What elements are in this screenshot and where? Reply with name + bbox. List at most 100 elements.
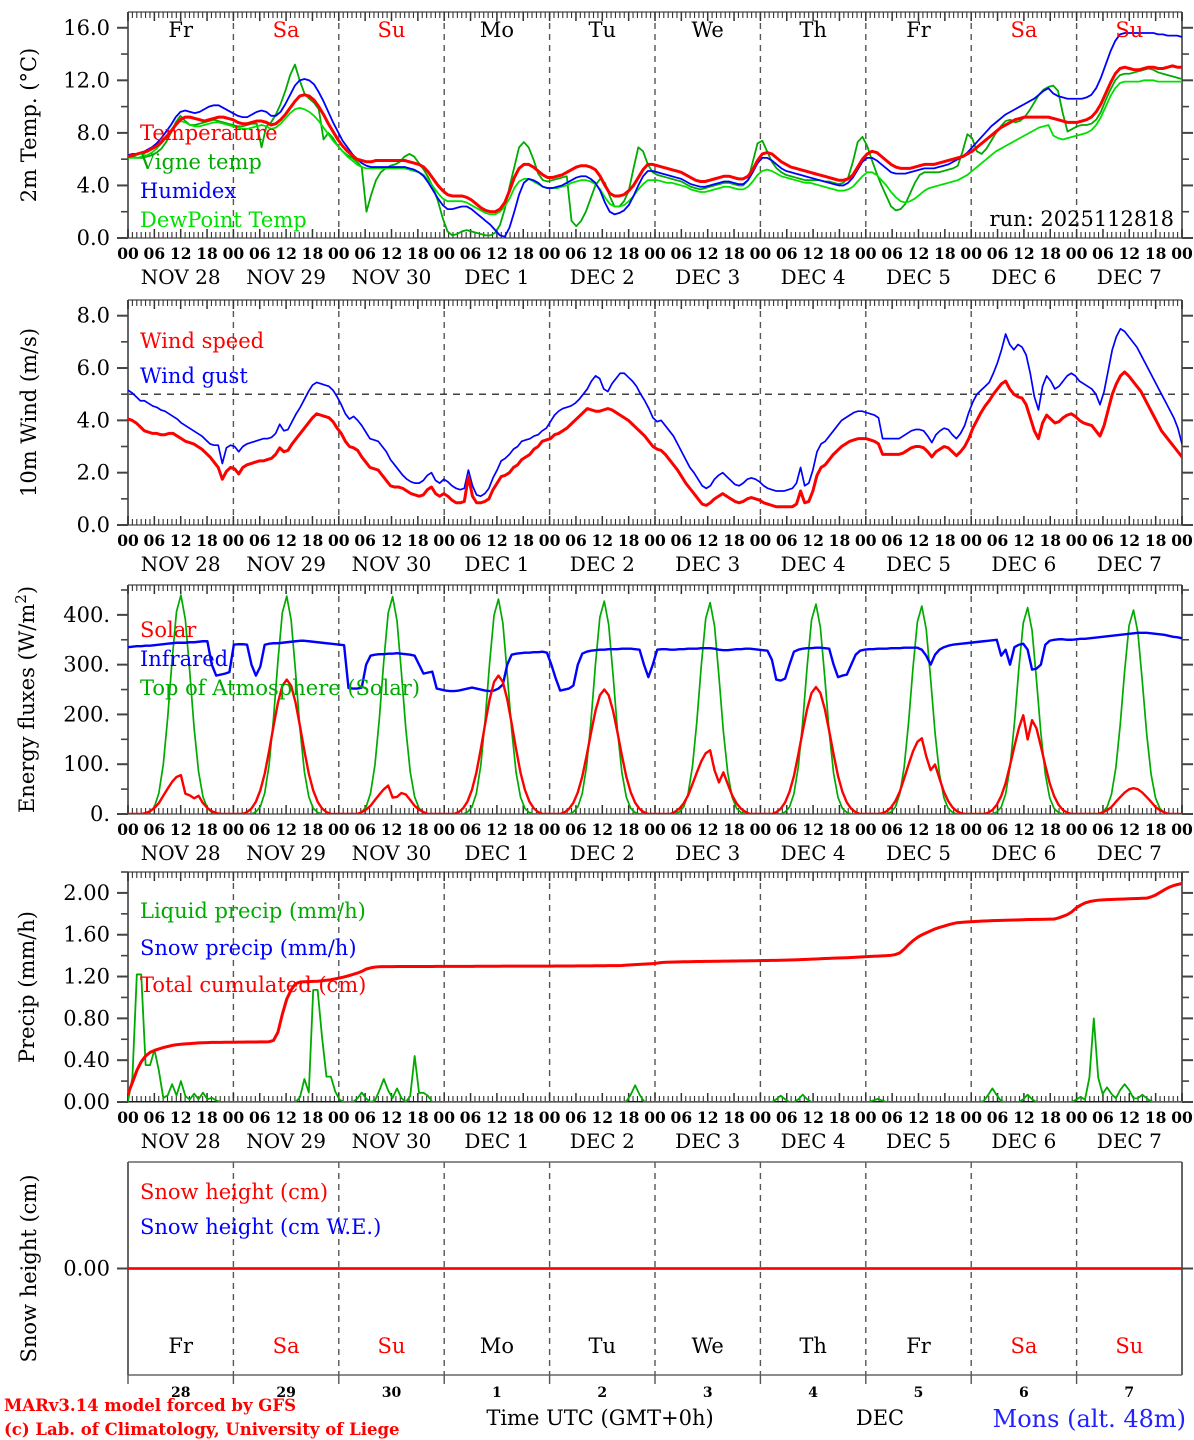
- hour-label: 18: [1145, 531, 1167, 550]
- hour-label: 00: [750, 1108, 772, 1127]
- day-of-week-tu-4: Tu: [589, 18, 617, 42]
- hour-label: 18: [1039, 820, 1061, 839]
- panel-precip: 0.00 0.40 0.80 1.20 1.60 2.00 Precip (mm/h) Liq…: [15, 871, 1193, 1114]
- hour-label: 00: [117, 531, 139, 550]
- hour-label: 00: [433, 1108, 455, 1127]
- hour-label: 18: [1145, 244, 1167, 263]
- series-line-top-of-atmosphere: [128, 594, 1182, 814]
- hour-label: 00: [960, 1108, 982, 1127]
- y-tick-label: 1.60: [63, 923, 110, 947]
- hour-label: 06: [249, 820, 271, 839]
- series-group: [128, 32, 1182, 238]
- y-tick-label: 0.00: [63, 1090, 110, 1114]
- hour-label: 00: [539, 820, 561, 839]
- y-tick-label: 0.0: [77, 226, 110, 250]
- series-line-solar: [128, 674, 1182, 814]
- hour-label: 00: [750, 531, 772, 550]
- legend-label-solar: Solar: [140, 618, 197, 642]
- bottom-day-of-week-mo-3: Mo: [480, 1334, 514, 1358]
- series-line-wind-speed: [128, 370, 1182, 509]
- hour-label: 00: [223, 531, 245, 550]
- hour-label: 00: [1066, 820, 1088, 839]
- legend-label-snow-height-cm-w-e-: Snow height (cm W.E.): [140, 1215, 381, 1239]
- hour-label: 00: [328, 1108, 350, 1127]
- date-label-dec-7: DEC 7: [1097, 1129, 1162, 1153]
- hour-label: 18: [723, 820, 745, 839]
- hour-label: 00: [328, 244, 350, 263]
- date-label-dec-1: DEC 1: [464, 1129, 529, 1153]
- hour-label-final: 00: [1171, 820, 1193, 839]
- hour-label: 00: [117, 820, 139, 839]
- hour-label: 18: [618, 244, 640, 263]
- legend-label-infrared: Infrared: [140, 647, 228, 671]
- series-line-infrared: [128, 631, 1182, 693]
- hour-label: 06: [249, 244, 271, 263]
- hour-label: 18: [196, 244, 218, 263]
- y-tick-label: 1.20: [63, 965, 110, 989]
- legend-label-temperature: Temperature: [140, 121, 278, 145]
- hour-label: 06: [144, 531, 166, 550]
- hour-label: 06: [1092, 531, 1114, 550]
- hour-label: 06: [460, 531, 482, 550]
- hour-label: 12: [908, 1108, 930, 1127]
- hour-label: 18: [196, 1108, 218, 1127]
- hour-label: 12: [1119, 1108, 1141, 1127]
- bottom-day-of-week-we-5: We: [692, 1334, 724, 1358]
- y-tick-label: 0.80: [63, 1006, 110, 1030]
- hour-label: 18: [196, 820, 218, 839]
- hour-label: 12: [697, 244, 719, 263]
- hour-label: 06: [671, 244, 693, 263]
- date-label-nov-30: NOV 30: [352, 841, 432, 865]
- y-tick-label: 2.0: [77, 461, 110, 485]
- hour-label: 06: [987, 244, 1009, 263]
- date-label-nov-28: NOV 28: [141, 265, 221, 289]
- date-label-dec-7: DEC 7: [1097, 552, 1162, 576]
- hour-label: 06: [776, 531, 798, 550]
- hour-label: 12: [275, 1108, 297, 1127]
- hour-label: 12: [592, 531, 614, 550]
- date-label-nov-29: NOV 29: [246, 841, 326, 865]
- date-label-dec-3: DEC 3: [675, 1129, 740, 1153]
- series-group: [128, 327, 1182, 509]
- date-label-dec-6: DEC 6: [991, 552, 1056, 576]
- hour-label: 06: [987, 1108, 1009, 1127]
- hour-label: 06: [144, 1108, 166, 1127]
- hour-label: 12: [908, 531, 930, 550]
- hour-label: 00: [855, 1108, 877, 1127]
- y-tick-label: 0.40: [63, 1048, 110, 1072]
- hour-label: 00: [117, 244, 139, 263]
- hour-label: 06: [144, 820, 166, 839]
- hour-label: 18: [512, 531, 534, 550]
- hour-label: 12: [908, 820, 930, 839]
- date-label-nov-30: NOV 30: [352, 552, 432, 576]
- hour-label: 06: [460, 820, 482, 839]
- legend-label-total-cumulated-cm-: Total cumulated (cm): [140, 973, 366, 997]
- hour-label: 18: [829, 820, 851, 839]
- hour-label: 06: [565, 820, 587, 839]
- date-label-dec-6: DEC 6: [991, 1129, 1056, 1153]
- legend-label-humidex: Humidex: [140, 179, 236, 203]
- panel-energy-fluxes: 0. 100. 200. 300. 400. Energy fluxes (W/m2) So…: [12, 584, 1193, 826]
- y-tick-label: 6.0: [77, 356, 110, 380]
- date-label-dec-2: DEC 2: [570, 1129, 635, 1153]
- date-label-nov-28: NOV 28: [141, 552, 221, 576]
- series-line-dewpoint-temp: [128, 79, 1182, 216]
- hour-label: 18: [512, 244, 534, 263]
- hour-label: 18: [934, 820, 956, 839]
- hour-label: 06: [249, 531, 271, 550]
- hour-label: 00: [1066, 531, 1088, 550]
- hour-label: 18: [1145, 1108, 1167, 1127]
- date-label-nov-30: NOV 30: [352, 1129, 432, 1153]
- hour-label: 12: [486, 1108, 508, 1127]
- hour-label: 00: [960, 820, 982, 839]
- hour-label: 06: [565, 244, 587, 263]
- hour-label: 12: [802, 531, 824, 550]
- hour-label: 12: [381, 531, 403, 550]
- date-label-dec-5: DEC 5: [886, 552, 951, 576]
- hour-label: 18: [618, 820, 640, 839]
- hour-label: 12: [1013, 1108, 1035, 1127]
- hour-label: 00: [223, 244, 245, 263]
- date-label-dec-6: DEC 6: [991, 265, 1056, 289]
- hour-label: 00: [644, 1108, 666, 1127]
